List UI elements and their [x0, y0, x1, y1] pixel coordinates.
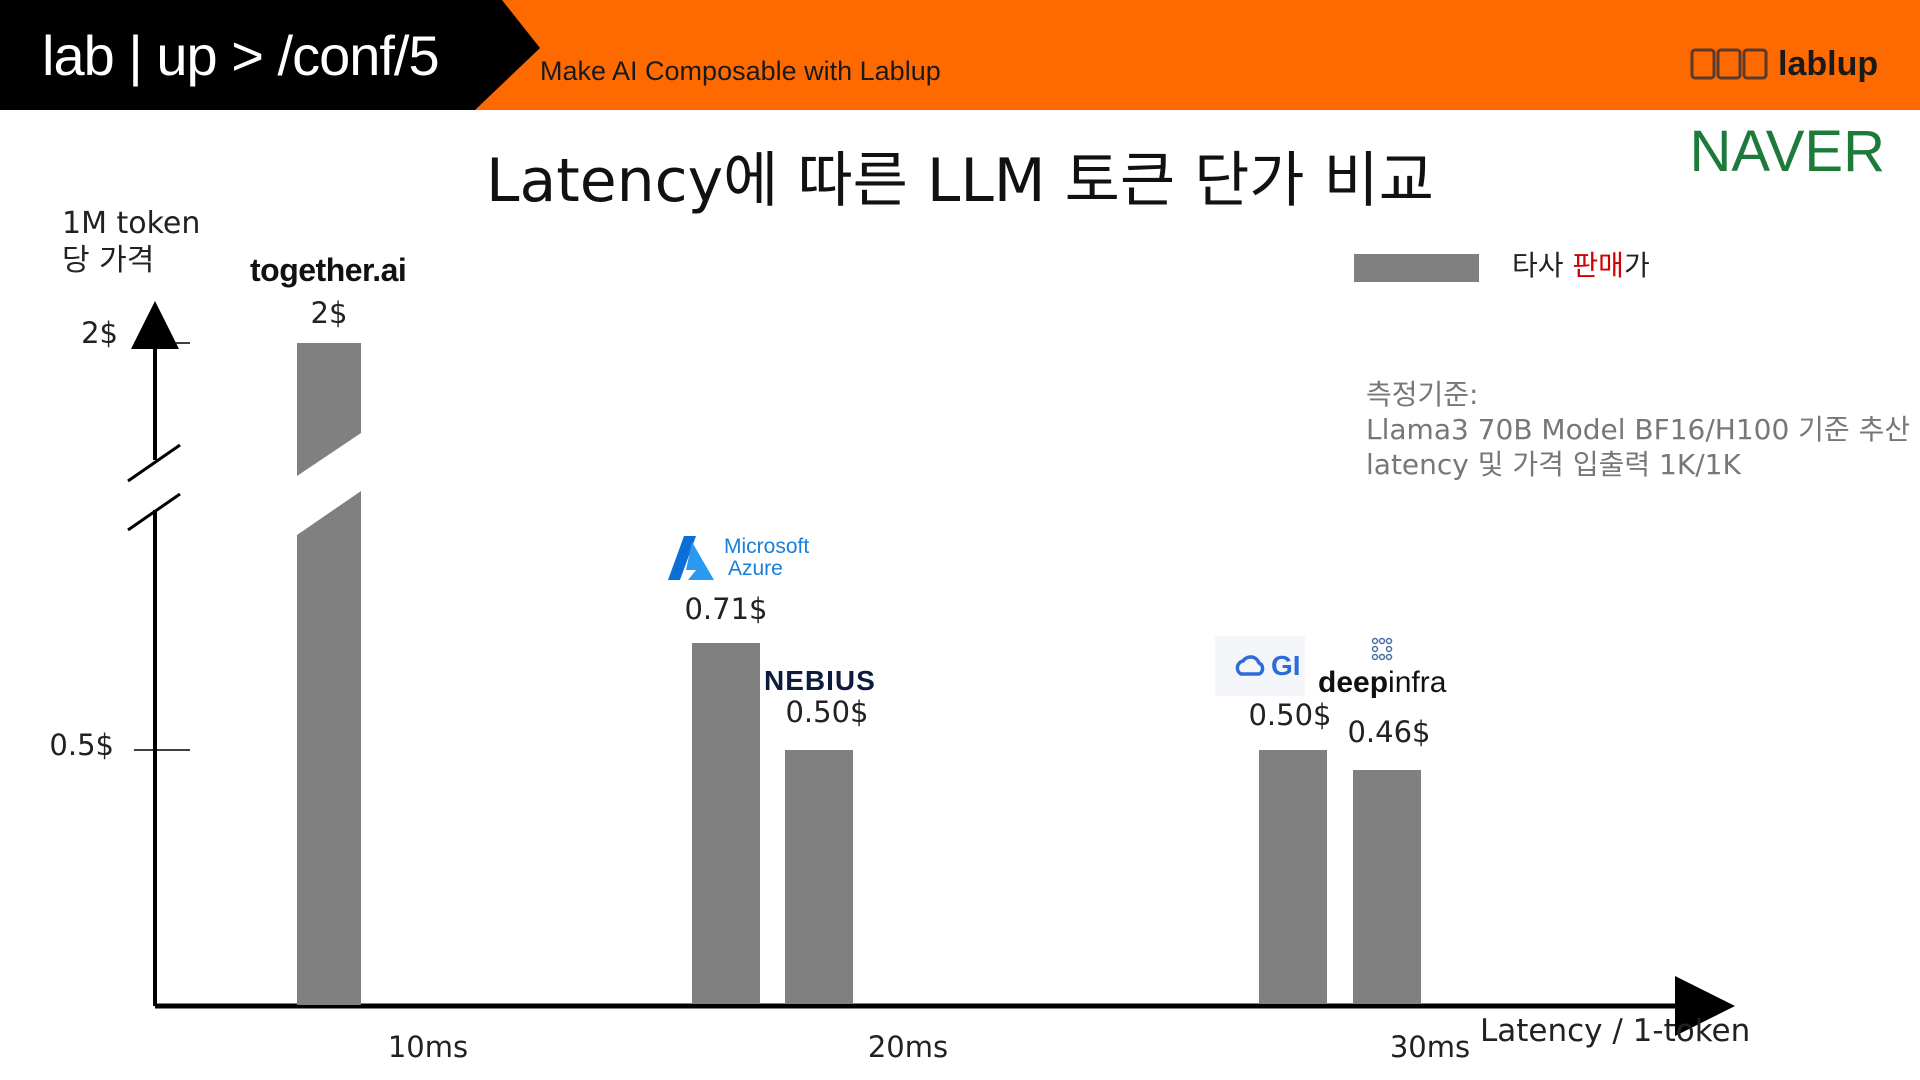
azure-logo-line1: Microsoft [724, 535, 810, 558]
note-line: Llama3 70B Model BF16/H100 기준 추산 [1366, 413, 1911, 446]
data-label: 2$ [310, 296, 348, 330]
x-tick-label: 20ms [867, 1030, 949, 1064]
y-tick-label: 0.5$ [49, 728, 114, 762]
header-tagline: Make AI Composable with Lablup [540, 56, 941, 86]
legend-label: 타사 판매가 [1512, 244, 1650, 284]
bar-deepinfra [1353, 770, 1421, 1004]
legend-swatch [1354, 254, 1479, 282]
deepinfra-icon [1371, 637, 1393, 661]
x-axis-title: Latency / 1-token [1480, 1013, 1751, 1049]
y-tick-label: 2$ [81, 316, 118, 350]
note-line: latency 및 가격 입출력 1K/1K [1366, 448, 1741, 481]
y-axis-break-bottom [127, 492, 181, 532]
legend-label-prefix: 타사 [1512, 249, 1573, 282]
deepinfra-logo-deep: deep [1318, 666, 1389, 699]
measurement-note: 측정기준: Llama3 70B Model BF16/H100 기준 추산 l… [1366, 377, 1910, 482]
legend-label-suffix: 가 [1623, 249, 1650, 282]
lablup-logo: lablup [1690, 44, 1878, 84]
note-line: 측정기준: [1366, 378, 1479, 411]
gmi-cloud-logo: GI [1215, 636, 1305, 696]
naver-logo: NAVER [1689, 119, 1885, 184]
y-axis-title: 1M token 당 가격 [62, 205, 200, 279]
bar-together-ai [297, 343, 361, 1005]
bar-gmi-cloud [1259, 750, 1327, 1004]
conference-brand: lab | up > /conf/5 [42, 24, 440, 87]
lablup-logo-text: lablup [1778, 44, 1879, 83]
lablup-logo-icon [1690, 48, 1768, 80]
data-label: 0.46$ [1347, 715, 1431, 749]
cloud-icon [1235, 655, 1265, 676]
deepinfra-logo-infra: infra [1388, 666, 1447, 699]
conference-brand-block [0, 0, 540, 110]
y-axis-title-line1: 1M token [62, 206, 201, 241]
data-label: 0.71$ [684, 592, 768, 626]
slide-title: Latency에 따른 LLM 토큰 단가 비교 [486, 146, 1434, 216]
deepinfra-logo: deepinfra [1318, 636, 1446, 700]
x-tick-label: 10ms [387, 1030, 469, 1064]
data-label: 0.50$ [1248, 698, 1332, 732]
azure-logo-line2: Azure [728, 557, 783, 580]
azure-icon [668, 536, 714, 580]
gmi-cloud-logo-text: GI [1271, 650, 1301, 681]
data-label: 0.50$ [785, 695, 869, 729]
nebius-logo: NEBIUS [764, 665, 876, 696]
bar-nebius [785, 750, 853, 1004]
legend-label-highlight: 판매 [1572, 249, 1624, 282]
y-axis-break-top [127, 443, 181, 483]
bar-microsoft-azure [692, 643, 760, 1004]
together-ai-logo: together.ai [250, 252, 407, 288]
y-axis-title-line2: 당 가격 [62, 243, 155, 278]
x-tick-label: 30ms [1389, 1030, 1471, 1064]
microsoft-azure-logo: Microsoft Azure [666, 534, 809, 582]
